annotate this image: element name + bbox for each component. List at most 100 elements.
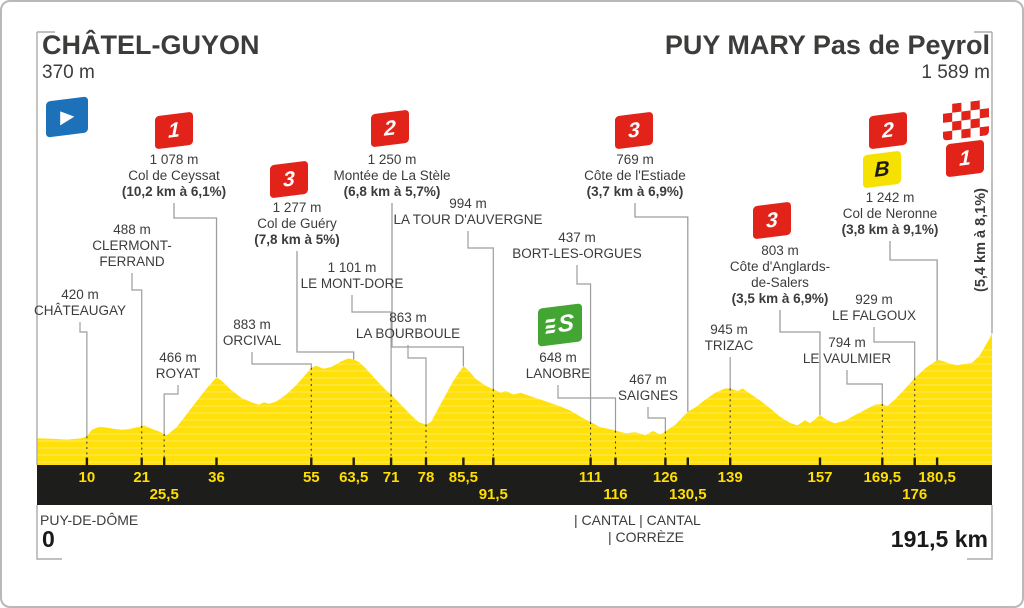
frame-bracket [36,505,62,560]
town-leader-line [557,385,617,431]
climb-stats: (7,8 km à 5%) [254,232,340,247]
town-leader-line [351,295,392,395]
start-flag-icon: ▶ [46,96,88,138]
point-elevation: 1 242 m [865,190,915,205]
label-col-de-guery: 1 277 m Col de Guéry (7,8 km à 5%) [254,200,340,248]
climb-stats: (3,5 km à 6,9%) [731,291,829,306]
total-distance: 191,5 km [890,526,988,552]
climb-leader-line [779,310,821,416]
km-label: 21 [133,469,150,486]
finish-elevation: 1 589 m [921,62,990,83]
label-montee-de-la-stele: 1 250 m Montée de La Stèle (6,8 km à 5,7%) [333,152,450,200]
town-leader-line [163,385,179,434]
label-trizac: 945 m TRIZAC [705,322,754,354]
town-leader-line [467,231,494,390]
km-label: 130,5 [669,486,707,503]
point-elevation: 1 277 m [272,200,322,215]
climb-stats: (6,8 km à 5,7%) [343,184,441,199]
point-name: Col de Guéry [257,216,337,231]
point-name: LANOBRE [525,366,591,381]
point-elevation: 863 m [389,310,427,325]
category-2-flag-icon: 2 [371,109,409,148]
km-label: 157 [807,469,832,486]
km-label: 180,5 [918,469,956,486]
point-elevation: 420 m [61,287,99,302]
climb-leader-line [296,251,355,360]
km-tick [614,457,617,465]
point-name: BORT-LES-ORGUES [512,246,642,261]
km-tick [310,457,313,465]
point-elevation: 994 m [449,196,487,211]
label-lanobre: 648 m LANOBRE [526,350,591,382]
km-tick [424,457,428,465]
km-label: 176 [902,486,927,503]
km-tick [935,457,939,465]
point-name: LE FALGOUX [831,308,917,323]
climb-leader-line [173,203,218,378]
point-elevation: 769 m [616,152,654,167]
elevation-profile [37,333,992,465]
final-climb-stats-vertical: (5,4 km à 8,1%) [973,188,989,292]
km-tick [215,457,218,465]
km-label: 63,5 [339,469,368,486]
km-tick [913,457,916,465]
km-tick [163,457,166,465]
label-col-de-neronne: 1 242 m Col de Neronne (3,8 km à 9,1%) [842,190,939,238]
sprint-letter: S [557,309,574,339]
point-elevation: 945 m [710,322,748,337]
km-label: 126 [653,469,678,486]
start-title: CHÂTEL-GUYON [42,30,260,60]
sprint-flag-icon: S [538,303,582,347]
km-tick [818,457,822,465]
sprint-speed-lines [545,316,556,337]
town-leader-line [846,370,883,404]
point-elevation: 467 m [629,372,667,387]
label-le-falgoux: 929 m LE FALGOUX [832,292,916,324]
climb-leader-line [889,241,938,361]
point-elevation: 488 m [113,222,151,237]
point-name: Côte de l'Estiade [584,168,686,183]
frame-bracket [967,505,993,560]
point-name: ROYAT [155,366,201,381]
climb-leader-line [634,203,689,412]
point-name: de-Salers [751,275,809,290]
label-cote-de-l-estiade: 769 m Côte de l'Estiade (3,7 km à 6,9%) [584,152,686,200]
point-name: Col de Ceyssat [128,168,220,183]
km-tick [664,457,667,465]
town-leader-line [873,327,916,379]
category-3-flag-icon: 3 [270,160,308,199]
point-elevation: 1 078 m [149,152,199,167]
point-name: LA TOUR D'AUVERGNE [393,212,543,227]
climb-stats: (10,2 km à 6,1%) [121,184,227,199]
label-cote-d-anglards-de-salers: 803 m Côte d'Anglards-de-Salers (3,5 km à … [730,243,830,307]
town-leader-line [79,322,88,437]
point-name: LE MONT-DORE [300,276,404,291]
point-elevation: 1 101 m [327,260,377,275]
point-elevation: 437 m [558,230,596,245]
km-label: 111 [579,469,602,486]
point-elevation: 883 m [233,317,271,332]
checkered-finish-flag-icon [943,99,989,141]
label-chateaugay: 420 m CHÂTEAUGAY [34,287,126,319]
start-km: 0 [42,526,55,552]
km-label: 71 [383,469,400,486]
point-name: Montée de La Stèle [333,168,451,183]
category-3-flag-icon: 3 [615,111,653,150]
department-correze: | CORRÈZE [608,529,684,545]
label-le-mont-dore: 1 101 m LE MONT-DORE [301,260,404,292]
km-label: 10 [79,469,96,486]
km-label: 169,5 [864,469,902,486]
km-label: 55 [303,469,320,486]
category-2-flag-icon: 2 [869,111,907,150]
point-name: LE VAULMIER [802,351,892,366]
start-elevation: 370 m [42,62,95,83]
label-la-bourboule: 863 m LA BOURBOULE [356,310,460,342]
label-la-tour-d-auvergne: 994 m LA TOUR D'AUVERGNE [393,196,542,228]
climb-leader-line [391,203,465,367]
point-name: Côte d'Anglards- [729,259,831,274]
town-leader-line [407,345,427,425]
label-orcival: 883 m ORCIVAL [223,317,281,349]
km-tick [729,457,732,465]
